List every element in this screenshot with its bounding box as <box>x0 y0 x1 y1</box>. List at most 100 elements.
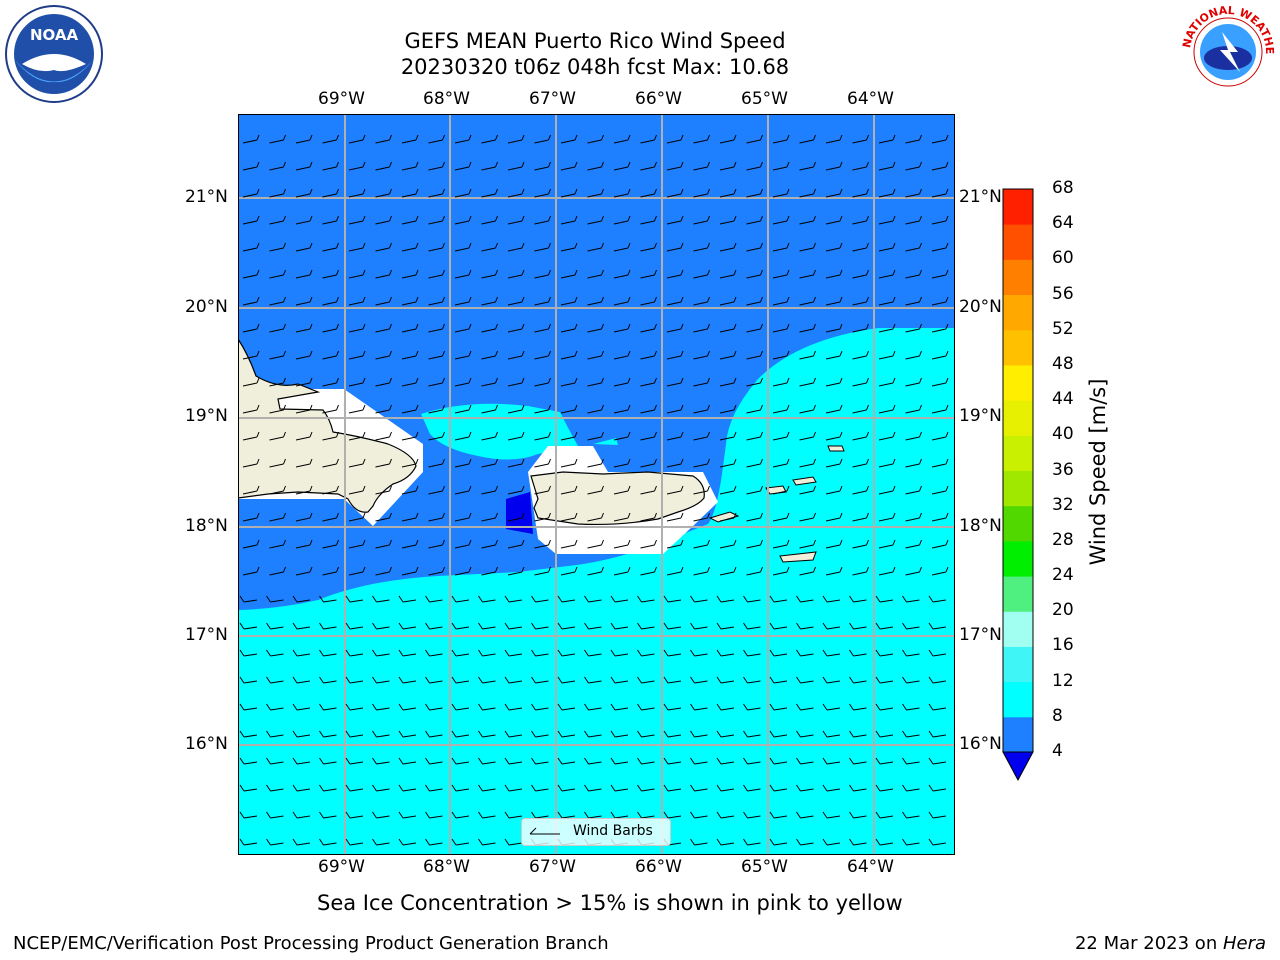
wind-barb <box>534 539 551 549</box>
map-gridlines <box>238 114 955 855</box>
wind-barb <box>693 134 710 144</box>
wind-barb <box>825 242 843 252</box>
wind-barb <box>613 161 631 171</box>
wind-barb <box>322 539 339 549</box>
wind-barb <box>902 622 920 630</box>
wind-barb <box>507 539 525 549</box>
wind-barb <box>322 323 339 333</box>
wind-barb <box>319 838 337 846</box>
puerto-rico-land <box>530 471 705 526</box>
wind-barb <box>531 622 549 630</box>
wind-barb <box>719 512 737 522</box>
wind-barb <box>931 404 949 414</box>
wind-barb <box>428 512 445 522</box>
wind-barb <box>560 269 578 279</box>
wind-barb <box>507 134 525 144</box>
wind-barb <box>557 649 576 657</box>
wind-barb <box>613 539 631 549</box>
wind-barb <box>292 811 311 819</box>
colorbar <box>1000 186 1040 790</box>
wind-barb <box>295 242 313 252</box>
wind-barb <box>560 566 578 576</box>
wind-barb <box>852 539 869 549</box>
colorbar-tick-label: 20 <box>1052 600 1074 621</box>
wind-barb <box>610 676 629 684</box>
wind-barb <box>481 323 498 333</box>
wind-barb <box>772 485 790 495</box>
footer-branch: NCEP/EMC/Verification Post Processing Pr… <box>13 933 609 954</box>
wind-barb <box>322 134 339 144</box>
wind-barb <box>825 323 843 333</box>
wind-barb <box>319 595 337 603</box>
wind-barb <box>242 404 260 414</box>
wind-barb <box>610 595 629 603</box>
wind-barb <box>478 595 496 603</box>
wind-barb <box>716 649 735 657</box>
wind-barb <box>269 134 286 144</box>
wind-barb <box>693 323 710 333</box>
wind-barb <box>242 431 260 441</box>
wind-barb <box>931 566 949 576</box>
wind-barb <box>613 269 631 279</box>
wind-barb <box>534 485 551 495</box>
wind-barb <box>849 703 867 711</box>
wind-barb <box>690 703 708 711</box>
wind-barb <box>875 730 894 738</box>
wind-barb <box>825 431 843 441</box>
wind-barb <box>428 350 445 360</box>
wind-barb <box>345 784 364 792</box>
wind-barb <box>719 188 737 198</box>
wind-barb <box>295 458 313 468</box>
wind-barb <box>852 188 869 198</box>
wind-barb <box>557 622 576 630</box>
wind-barb <box>716 622 735 630</box>
wind-barb <box>825 296 843 306</box>
wind-barb <box>531 784 549 792</box>
wind-barb <box>454 458 472 468</box>
wind-barb <box>931 296 949 306</box>
wind-barb <box>772 134 790 144</box>
wind-barb <box>266 595 284 603</box>
wind-barb <box>454 215 472 225</box>
wind-barb <box>425 811 443 819</box>
wind-barb <box>719 350 737 360</box>
wind-barb <box>613 458 631 468</box>
wind-barb <box>481 377 498 387</box>
colorbar-segment <box>1003 329 1033 366</box>
wind-barb <box>743 703 761 711</box>
wind-barb <box>875 757 894 765</box>
wind-barb <box>451 838 470 846</box>
wind-barb <box>481 512 498 522</box>
wind-barb <box>743 838 761 846</box>
wind-barb <box>534 458 551 468</box>
wind-barb <box>799 404 816 414</box>
wind-barb <box>878 242 896 252</box>
wind-barb <box>822 676 841 684</box>
wind-barb <box>534 188 551 198</box>
wind-barb <box>878 377 896 387</box>
wind-barb <box>504 784 523 792</box>
wind-barb <box>560 431 578 441</box>
legend-label: Wind Barbs <box>573 823 653 839</box>
wind-barb <box>663 703 682 711</box>
wind-barb <box>348 485 366 495</box>
wind-barb <box>852 485 869 495</box>
wind-barb <box>613 296 631 306</box>
wind-barb <box>852 431 869 441</box>
wind-barb <box>719 377 737 387</box>
wind-barb <box>663 595 682 603</box>
wind-barb <box>454 188 472 198</box>
wind-barb <box>716 703 735 711</box>
wind-barb <box>322 350 339 360</box>
wind-barb <box>560 188 578 198</box>
wind-barb <box>428 404 445 414</box>
wind-barb <box>799 296 816 306</box>
top-lon-label: 69°W <box>318 89 365 109</box>
wind-barb <box>375 161 392 171</box>
wind-barb <box>928 730 947 738</box>
wind-barb <box>772 404 790 414</box>
wind-barb <box>269 377 286 387</box>
wind-barb <box>613 215 631 225</box>
wind-barb <box>772 458 790 468</box>
wind-barb <box>481 539 498 549</box>
